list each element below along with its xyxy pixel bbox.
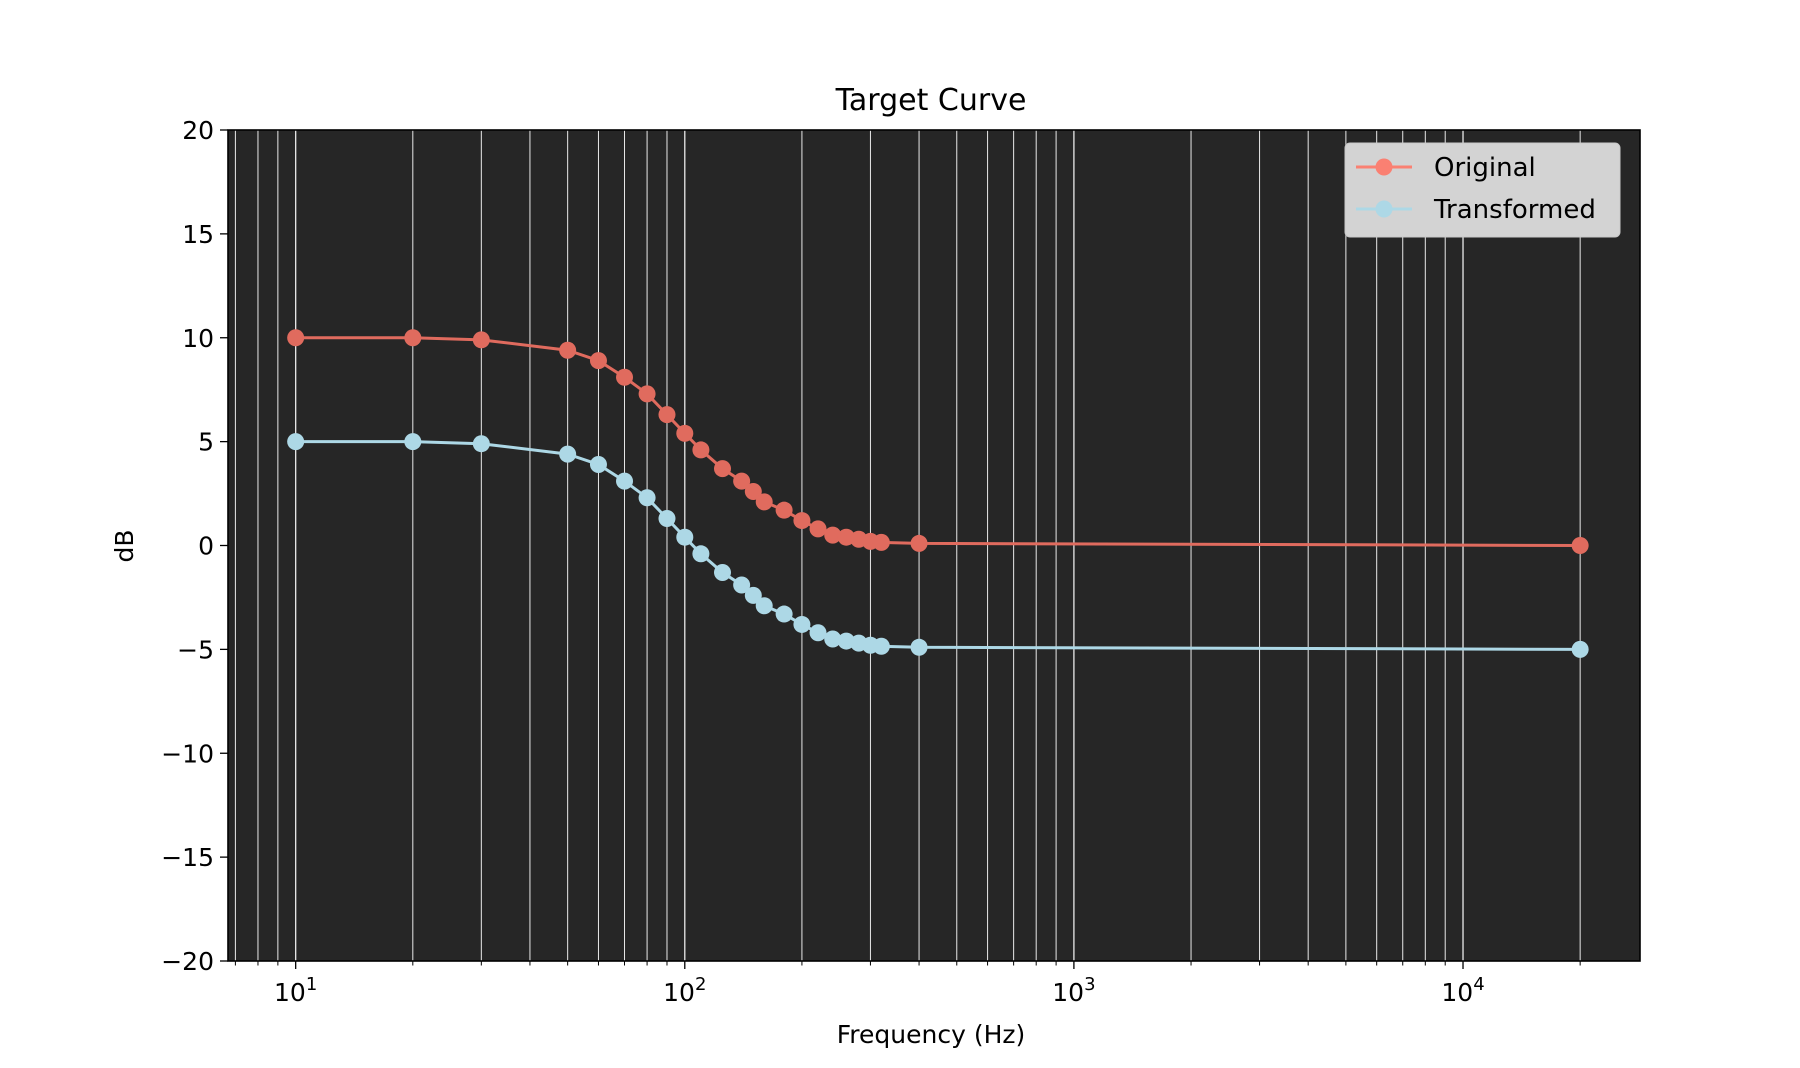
data-point-original [287,329,305,347]
y-axis-label: dB [110,529,139,562]
x-tick-label: 103 [1052,974,1095,1007]
data-point-original [775,501,793,519]
data-point-transformed [775,605,793,623]
data-point-original [872,533,890,551]
data-point-transformed [676,528,694,546]
data-point-transformed [733,576,751,594]
data-point-transformed [616,472,634,490]
data-point-transformed [589,455,607,473]
legend-swatch-marker [1375,200,1393,218]
data-point-original [824,526,842,544]
data-point-transformed [809,624,827,642]
data-point-transformed [559,445,577,463]
data-point-transformed [692,545,710,563]
data-point-original [472,331,490,349]
data-point-original [837,528,855,546]
y-tick-label: 0 [198,532,214,561]
grid-lines [234,130,1581,961]
legend-box [1344,142,1621,238]
data-point-original [793,512,811,530]
y-tick-label: −5 [177,635,214,664]
y-tick-label: 20 [182,116,214,145]
data-point-transformed [713,564,731,582]
data-point-transformed [910,638,928,656]
y-tick-label: −20 [161,947,214,976]
data-point-original [809,520,827,538]
x-tick-label: 102 [663,974,706,1007]
data-point-original [755,493,773,511]
data-point-transformed [755,597,773,615]
y-tick-label: 10 [182,324,214,353]
data-point-original [1571,537,1589,554]
data-point-transformed [793,615,811,633]
legend-swatch-marker [1375,158,1393,176]
data-point-original [589,352,607,370]
data-point-transformed [472,435,490,453]
data-point-transformed [638,489,656,507]
data-point-original [744,482,762,500]
legend-label: Original [1434,153,1536,183]
chart-title: Target Curve [835,83,1027,118]
data-point-transformed [1571,640,1589,658]
data-point-original [616,368,634,386]
y-tick-label: −10 [161,739,214,768]
data-point-original [713,460,731,478]
data-point-transformed [824,630,842,648]
data-point-original [404,329,422,347]
data-point-transformed [837,632,855,650]
legend-label: Transformed [1433,195,1596,225]
series-layer [287,329,1589,658]
data-point-original [733,472,751,490]
data-point-transformed [287,433,305,451]
data-point-original [692,441,710,459]
data-point-transformed [744,586,762,604]
data-point-transformed [404,433,422,451]
y-tick-label: 15 [182,220,214,249]
data-point-transformed [872,637,890,655]
x-tick-label: 101 [274,974,317,1007]
legend: Original Transformed [1344,142,1621,238]
x-axis-label: Frequency (Hz) [837,1020,1026,1049]
data-point-original [559,341,577,359]
axes: 101 102 103 104 20 15 10 5 0 −5 −10 −15 −20 [161,116,1581,1007]
data-point-original [910,534,928,552]
data-point-original [658,406,676,424]
data-point-original [676,424,694,442]
x-tick-label: 104 [1441,974,1484,1007]
data-point-original [638,385,656,403]
y-tick-label: −15 [161,843,214,872]
data-point-transformed [658,509,676,527]
y-tick-label: 5 [198,428,214,457]
